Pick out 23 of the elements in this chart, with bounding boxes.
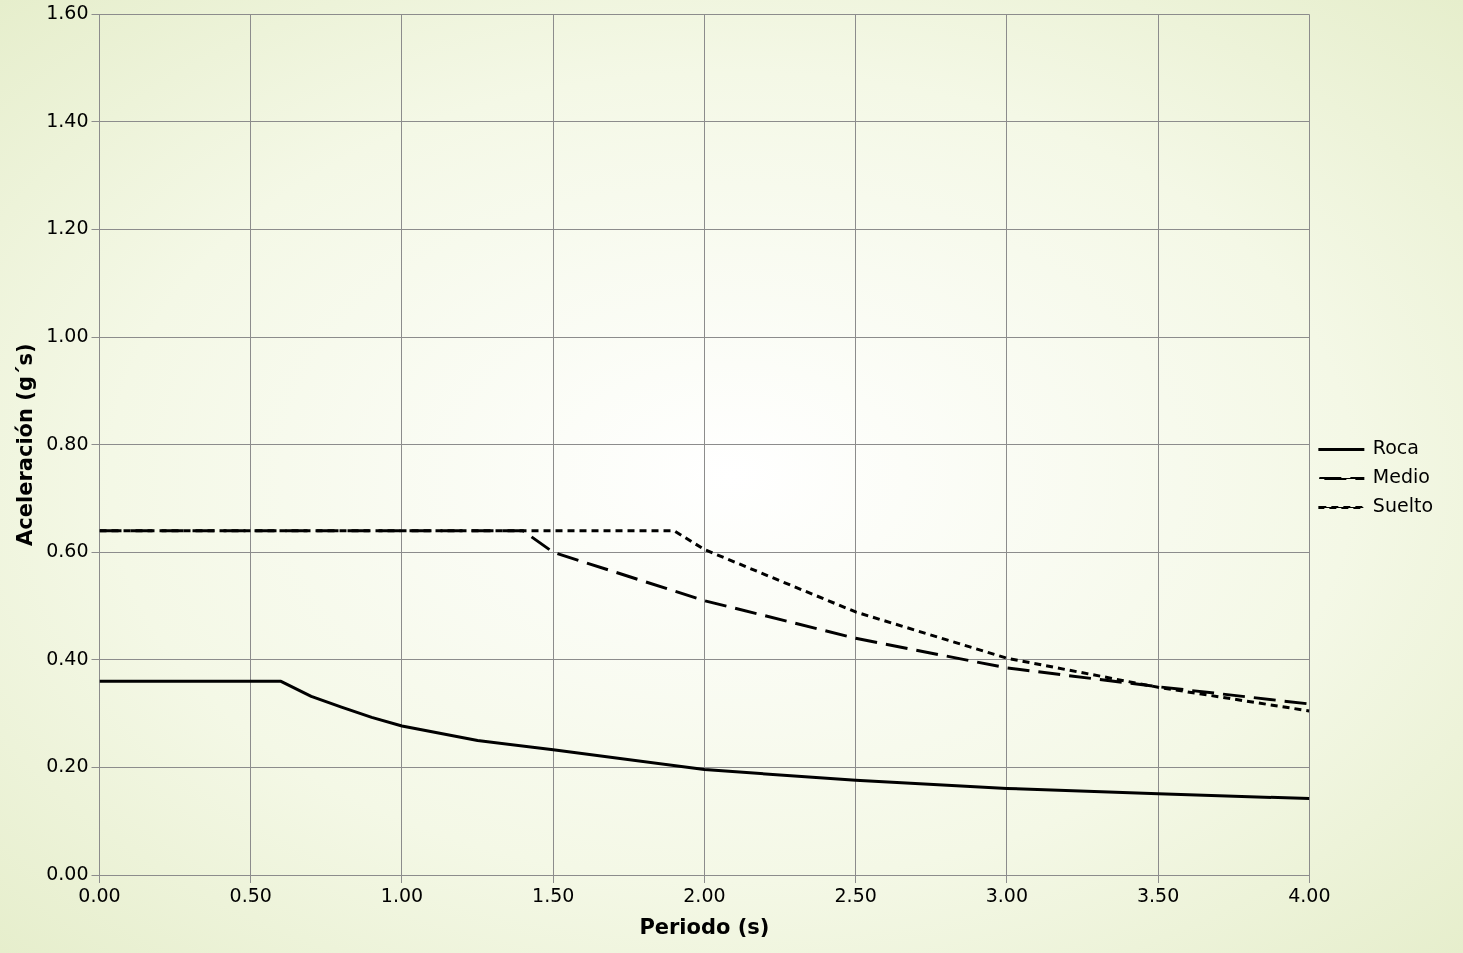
x-tick-label: 1.00: [380, 884, 424, 907]
x-tick-label: 1.50: [532, 884, 575, 907]
x-tick-label: 3.50: [1136, 884, 1180, 907]
y-axis-title: Aceleración (g´s): [13, 343, 38, 546]
x-tick-label: 0.50: [229, 884, 272, 907]
y-tick-label: 1.60: [46, 1, 89, 24]
x-tick-label: 4.00: [1288, 884, 1331, 907]
y-tick-label: 0.00: [46, 861, 89, 884]
y-tick-label: 1.20: [46, 216, 89, 239]
y-tick-label: 0.20: [46, 754, 89, 777]
y-tick-label: 0.80: [46, 431, 89, 454]
y-tick-label: 0.60: [46, 539, 89, 562]
legend-label: Medio: [1372, 465, 1430, 488]
legend-label: Roca: [1372, 436, 1419, 459]
y-tick-label: 0.40: [46, 646, 89, 669]
x-axis-title: Periodo (s): [639, 914, 770, 939]
x-tick-label: 2.00: [683, 884, 726, 907]
x-tick-label: 0.00: [78, 884, 121, 907]
x-tick-label: 3.00: [985, 884, 1029, 907]
legend-label: Suelto: [1372, 494, 1434, 517]
x-tick-label: 2.50: [834, 884, 877, 907]
y-tick-label: 1.40: [46, 108, 89, 131]
y-tick-label: 1.00: [46, 324, 89, 347]
